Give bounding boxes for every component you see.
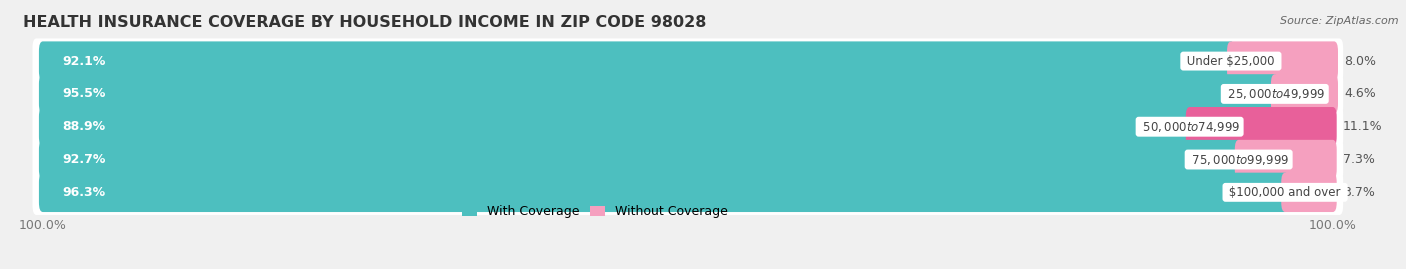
Text: $75,000 to $99,999: $75,000 to $99,999	[1188, 153, 1289, 167]
Text: 7.3%: 7.3%	[1343, 153, 1375, 166]
Text: Under $25,000: Under $25,000	[1184, 55, 1278, 68]
Text: $25,000 to $49,999: $25,000 to $49,999	[1223, 87, 1326, 101]
Text: $100,000 and over: $100,000 and over	[1226, 186, 1344, 199]
Text: 11.1%: 11.1%	[1343, 120, 1382, 133]
FancyBboxPatch shape	[39, 41, 1234, 81]
Text: Source: ZipAtlas.com: Source: ZipAtlas.com	[1281, 16, 1399, 26]
FancyBboxPatch shape	[1281, 173, 1337, 212]
Text: 95.5%: 95.5%	[62, 87, 105, 100]
FancyBboxPatch shape	[1271, 74, 1339, 114]
FancyBboxPatch shape	[1234, 140, 1337, 179]
FancyBboxPatch shape	[32, 104, 1343, 149]
Text: 92.7%: 92.7%	[62, 153, 105, 166]
FancyBboxPatch shape	[1185, 107, 1337, 146]
Legend: With Coverage, Without Coverage: With Coverage, Without Coverage	[457, 200, 733, 223]
Text: 92.1%: 92.1%	[62, 55, 105, 68]
Text: $50,000 to $74,999: $50,000 to $74,999	[1139, 120, 1240, 134]
Text: 4.6%: 4.6%	[1344, 87, 1376, 100]
FancyBboxPatch shape	[32, 38, 1343, 84]
FancyBboxPatch shape	[1227, 41, 1339, 81]
Text: 88.9%: 88.9%	[62, 120, 105, 133]
FancyBboxPatch shape	[32, 170, 1343, 215]
Text: 8.0%: 8.0%	[1344, 55, 1376, 68]
Text: 96.3%: 96.3%	[62, 186, 105, 199]
FancyBboxPatch shape	[39, 173, 1289, 212]
FancyBboxPatch shape	[32, 71, 1343, 116]
Text: HEALTH INSURANCE COVERAGE BY HOUSEHOLD INCOME IN ZIP CODE 98028: HEALTH INSURANCE COVERAGE BY HOUSEHOLD I…	[24, 15, 707, 30]
FancyBboxPatch shape	[39, 140, 1243, 179]
FancyBboxPatch shape	[39, 107, 1194, 146]
FancyBboxPatch shape	[39, 74, 1278, 114]
FancyBboxPatch shape	[32, 137, 1343, 182]
Text: 3.7%: 3.7%	[1343, 186, 1375, 199]
